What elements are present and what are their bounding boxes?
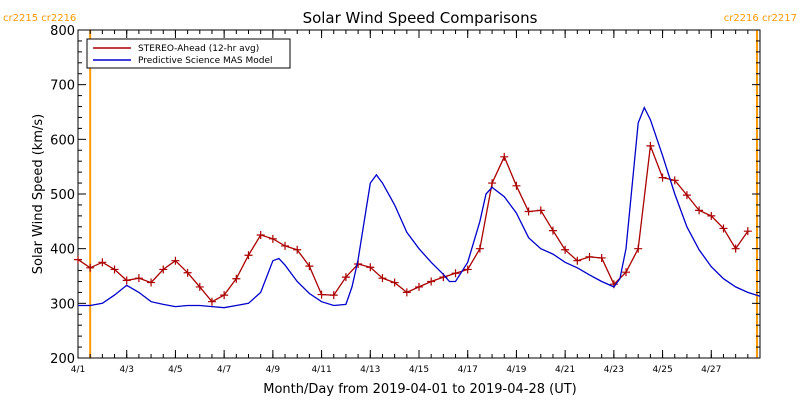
data-point-marker [500, 152, 509, 161]
data-point-marker [597, 253, 606, 262]
y-tick-label: 600 [50, 133, 75, 148]
data-point-marker [524, 207, 533, 216]
data-point-marker [390, 278, 399, 287]
legend: STEREO-Ahead (12-hr avg) Predictive Scie… [86, 38, 291, 69]
data-point-marker [171, 256, 180, 265]
y-axis-ticks: 200 300 400 500 600 700 800 [50, 24, 760, 367]
x-tick-label: 4/21 [555, 365, 575, 375]
data-point-marker [488, 179, 497, 188]
data-point-marker [682, 191, 691, 200]
data-point-marker [305, 262, 314, 271]
series-layer [74, 106, 761, 309]
data-point-marker [585, 252, 594, 261]
data-point-marker [622, 268, 631, 277]
data-point-marker [402, 288, 411, 297]
x-tick-label: 4/23 [604, 365, 624, 375]
data-point-marker [634, 244, 643, 253]
carrington-label: cr2216 cr2217 [724, 13, 797, 24]
carrington-label: cr2215 cr2216 [3, 13, 76, 24]
data-point-marker [98, 258, 107, 267]
data-point-marker [244, 251, 253, 260]
data-point-marker [341, 273, 350, 282]
data-point-marker [134, 274, 143, 283]
legend-label-mas: Predictive Science MAS Model [138, 56, 273, 66]
y-tick-label: 700 [50, 79, 75, 94]
data-point-marker [207, 297, 216, 306]
x-tick-label: 4/3 [119, 365, 133, 375]
data-point-marker [256, 231, 265, 239]
data-point-marker [86, 263, 95, 272]
x-axis-ticks: 4/1 4/3 4/5 4/7 4/9 4/11 4/13 4/15 4/17 4/19 4/21 4… [71, 30, 761, 375]
data-point-marker [329, 291, 338, 300]
series-line-stereo [77, 145, 749, 303]
data-point-marker [293, 245, 302, 254]
y-tick-label: 200 [50, 352, 75, 367]
data-point-marker [475, 244, 484, 253]
x-tick-label: 4/25 [652, 365, 672, 375]
data-point-marker [268, 234, 277, 243]
legend-box [86, 38, 291, 69]
data-point-marker [719, 224, 728, 233]
x-tick-label: 4/7 [217, 365, 231, 375]
data-point-marker [670, 176, 679, 185]
y-tick-label: 300 [50, 297, 75, 312]
data-point-marker [731, 244, 740, 253]
data-point-marker [110, 265, 119, 274]
x-tick-label: 4/27 [701, 365, 721, 375]
x-tick-label: 4/19 [506, 365, 526, 375]
data-point-marker [451, 269, 460, 278]
data-point-marker [195, 282, 204, 291]
x-tick-label: 4/17 [458, 365, 478, 375]
y-axis-label: Solar Wind Speed (km/s) [31, 114, 46, 274]
y-tick-label: 800 [50, 24, 75, 39]
data-point-marker [74, 255, 82, 264]
data-point-marker [658, 173, 667, 182]
x-tick-label: 4/15 [409, 365, 429, 375]
data-point-marker [378, 274, 387, 283]
data-point-marker [159, 265, 168, 274]
data-point-marker [317, 290, 326, 299]
chart-title: Solar Wind Speed Comparisons [303, 9, 538, 27]
x-axis-label: Month/Day from 2019-04-01 to 2019-04-28 … [263, 382, 576, 397]
data-point-marker [646, 141, 655, 150]
x-tick-label: 4/11 [311, 365, 331, 375]
data-point-marker [548, 226, 557, 235]
data-point-marker [707, 211, 716, 220]
data-point-marker [743, 227, 752, 236]
data-point-marker [536, 206, 545, 215]
x-tick-label: 4/1 [71, 365, 85, 375]
plot-frame [77, 29, 761, 359]
series-line-mas [78, 106, 761, 309]
data-point-marker [512, 181, 521, 190]
data-point-marker [232, 274, 241, 283]
data-point-marker [366, 263, 375, 272]
data-point-marker [281, 241, 290, 250]
data-point-marker [427, 277, 436, 286]
data-point-marker [573, 256, 582, 265]
y-tick-label: 400 [50, 243, 75, 258]
data-point-marker [220, 291, 229, 300]
data-point-marker [415, 282, 423, 291]
legend-label-stereo: STEREO-Ahead (12-hr avg) [138, 44, 259, 54]
data-point-marker [147, 278, 156, 287]
data-point-marker [463, 265, 472, 274]
x-tick-label: 4/9 [266, 365, 281, 375]
data-point-marker [183, 268, 192, 277]
y-tick-label: 500 [50, 188, 75, 203]
data-point-marker [695, 206, 704, 215]
data-point-marker [561, 245, 570, 254]
data-point-marker [122, 276, 131, 285]
x-tick-label: 4/5 [168, 365, 182, 375]
x-tick-label: 4/13 [360, 365, 380, 375]
